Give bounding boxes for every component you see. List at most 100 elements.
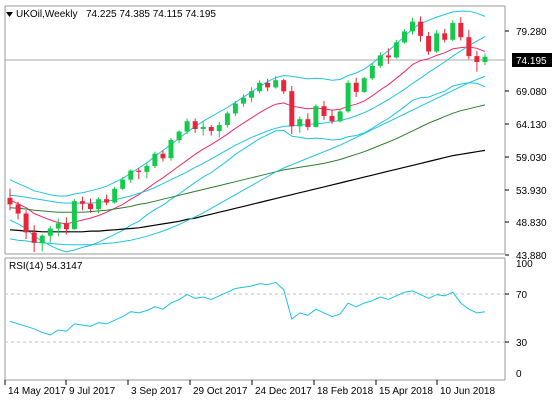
- x-tick-label: 18 Feb 2018: [317, 386, 374, 397]
- candle-body: [152, 153, 158, 167]
- candle-body: [385, 55, 391, 58]
- candle-body: [96, 199, 102, 209]
- candle-body: [128, 170, 134, 180]
- candle-body: [426, 35, 432, 52]
- candle-body: [136, 170, 142, 172]
- symbol-title: UKOil,Weekly: [16, 9, 78, 20]
- candle-body: [176, 131, 182, 141]
- candle-body: [289, 91, 295, 127]
- price-marker: [512, 53, 552, 67]
- candle-body: [15, 204, 21, 214]
- candle-body: [184, 121, 190, 132]
- candle-body: [313, 106, 319, 127]
- candle-body: [329, 115, 335, 122]
- x-tick-label: 24 Dec 2017: [255, 386, 312, 397]
- long-upper-band: [9, 36, 486, 204]
- candle-body: [104, 199, 110, 203]
- candle-body: [265, 82, 271, 88]
- sma-long-line: [9, 104, 486, 213]
- candle-body: [281, 80, 287, 92]
- price-pane: UKOil,Weekly 74.225 74.385 74.115 74.195: [4, 5, 506, 255]
- candle-body: [55, 223, 61, 229]
- candle-body: [224, 113, 230, 125]
- y-tick-label: 79.280: [516, 27, 547, 38]
- candle-body: [305, 119, 311, 127]
- x-tick-label: 10 Jun 2018: [440, 386, 495, 397]
- candle-body: [434, 33, 440, 52]
- candle-body: [458, 22, 464, 38]
- candle-body: [418, 21, 424, 36]
- price-marker-label: 74.195: [516, 56, 547, 67]
- time-axis: 14 May 2017 9 Jul 2017 3 Sep 2017 29 Oct…: [4, 380, 495, 397]
- candle-body: [112, 188, 118, 203]
- candle-body: [321, 106, 327, 116]
- candle-body: [249, 91, 254, 98]
- candle-body: [442, 33, 448, 40]
- candle-body: [337, 111, 343, 122]
- candle-body: [241, 97, 246, 104]
- candle-body: [88, 203, 93, 209]
- candle-body: [7, 197, 13, 205]
- candle-body: [192, 121, 198, 129]
- candle-body: [353, 82, 359, 92]
- candle-body: [297, 119, 303, 127]
- y-tick-label: 64.130: [516, 120, 547, 131]
- candle-body: [120, 179, 126, 189]
- sma-line: [9, 46, 486, 225]
- candle-body: [450, 22, 456, 40]
- candle-body: [39, 235, 45, 243]
- ohlc-values: 74.225 74.385 74.115 74.195: [86, 9, 216, 20]
- candle-body: [369, 65, 375, 79]
- sma-200-line: [9, 149, 486, 233]
- candle-body: [257, 82, 263, 92]
- candle-body: [71, 201, 77, 230]
- candle-body: [345, 82, 351, 112]
- candle-body: [410, 21, 415, 32]
- bollinger-lower-band: [9, 82, 486, 253]
- candle-body: [200, 127, 206, 129]
- long-lower-band: [9, 75, 486, 246]
- candle-body: [482, 56, 488, 62]
- candle-body: [361, 78, 367, 92]
- y-tick-label: 69.080: [516, 87, 547, 98]
- y-tick-label: 48.830: [516, 218, 547, 229]
- candle-body: [31, 232, 37, 243]
- x-tick-label: 14 May 2017: [8, 386, 66, 397]
- rsi-tick-label: 30: [516, 338, 528, 349]
- y-tick-label: 43.880: [516, 251, 547, 262]
- chart-menu-triangle-icon[interactable]: [6, 12, 13, 17]
- candle-body: [168, 140, 174, 159]
- candle-body: [63, 223, 69, 230]
- y-tick-label: 53.930: [516, 186, 547, 197]
- candle-body: [232, 103, 238, 114]
- candle-body: [402, 31, 407, 43]
- rsi-pane: RSI(14) 54.3147 100 70 30 0: [4, 257, 533, 381]
- x-tick-label: 15 Apr 2018: [379, 386, 433, 397]
- candle-body: [216, 125, 222, 131]
- x-tick-label: 3 Sep 2017: [131, 386, 183, 397]
- candle-body: [144, 166, 150, 172]
- candle-body: [160, 153, 166, 159]
- candle-body: [208, 127, 214, 131]
- rsi-series-line: [9, 281, 486, 336]
- rsi-line: [9, 281, 486, 336]
- candle-body: [377, 55, 383, 66]
- rsi-tick-label: 70: [516, 290, 528, 301]
- x-tick-label: 29 Oct 2017: [193, 386, 248, 397]
- y-tick-label: 59.030: [516, 153, 547, 164]
- candles: [7, 16, 488, 252]
- rsi-title: RSI(14) 54.3147: [9, 261, 83, 272]
- price-axis: 79.280 74.195 69.080 64.130 59.030 53.93…: [505, 27, 552, 262]
- candle-body: [80, 201, 85, 204]
- candle-body: [393, 42, 399, 58]
- candle-body: [47, 228, 53, 236]
- candle-body: [474, 56, 480, 62]
- x-tick-label: 9 Jul 2017: [69, 386, 116, 397]
- rsi-tick-label: 100: [516, 259, 533, 270]
- rsi-tick-label: 0: [516, 369, 522, 380]
- candle-body: [466, 37, 472, 57]
- candle-body: [23, 213, 29, 233]
- candle-body: [273, 80, 279, 88]
